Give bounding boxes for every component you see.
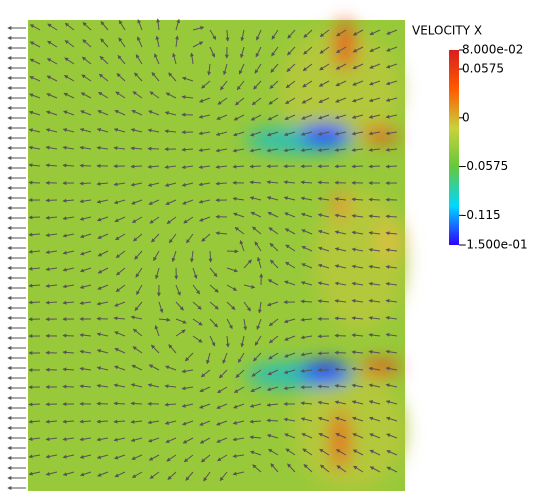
colorbar-tick-label: 0.0575	[462, 62, 504, 76]
legend-title: VELOCITY X	[412, 24, 482, 38]
colorbar	[449, 50, 459, 245]
vector-glyph	[352, 166, 363, 167]
vector-glyph	[131, 403, 142, 404]
vector-glyph	[210, 251, 211, 262]
field	[8, 19, 405, 491]
vector-glyph	[114, 403, 125, 404]
vector-glyph	[80, 165, 91, 166]
colorbar-tick-label: -1.500e-01	[462, 238, 528, 252]
vector-glyph	[369, 199, 380, 200]
vector-glyph	[29, 217, 40, 218]
colorbar-tick-label: 0	[462, 110, 470, 124]
vector-glyph	[131, 166, 142, 167]
colorbar-tick-label: 8.000e-02	[462, 43, 523, 57]
colorbar-tick-label: -0.115	[462, 208, 501, 222]
chart: VELOCITY X 8.000e-02 0.0575 0 -0.0575 -0.115…	[0, 0, 542, 491]
vector-glyph	[63, 335, 74, 336]
vector-glyph	[29, 404, 40, 405]
vector-glyph	[80, 183, 91, 184]
vector-glyph	[29, 302, 40, 303]
vector-glyph	[318, 353, 329, 354]
vector-glyph	[386, 166, 397, 167]
vector-glyph	[318, 182, 329, 183]
vector-glyph	[369, 166, 380, 167]
vector-glyph	[250, 166, 261, 167]
colorbar-tick-label: -0.0575	[462, 159, 508, 173]
